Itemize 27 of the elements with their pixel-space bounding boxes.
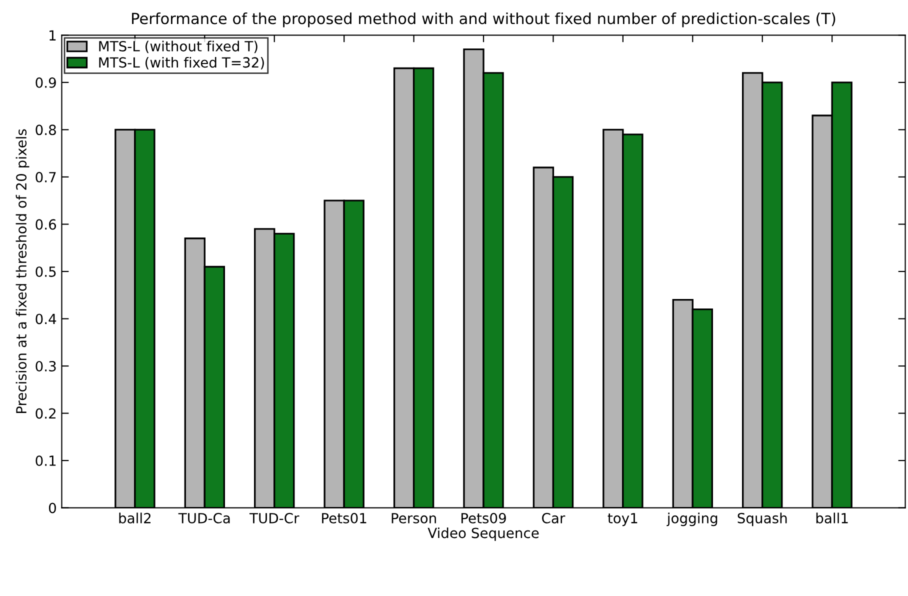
y-tick-label: 0.1	[36, 456, 56, 466]
y-tick-label: 0.9	[36, 77, 56, 88]
legend-label: MTS-L (without fixed T)	[99, 40, 258, 54]
chart-title: Performance of the proposed method with and without fixed number of prediction-scales (T)	[132, 12, 836, 28]
x-tick-label: Car	[542, 512, 566, 524]
y-tick-label: 0.2	[36, 408, 56, 419]
y-tick-label: 0.8	[36, 124, 56, 136]
y-tick-label: 0	[48, 502, 56, 514]
y-tick-label: 1	[50, 30, 56, 40]
x-axis-title: Video Sequence	[428, 527, 539, 541]
x-tick-label: Pets09	[461, 512, 506, 524]
x-tick-label: toy1	[608, 513, 638, 526]
legend-label: MTS-L (with fixed T=32)	[99, 56, 264, 70]
y-axis-title: Precision at a fixed threshold of 20 pixels	[16, 129, 30, 414]
x-tick-label: Person	[392, 513, 436, 524]
x-tick-label: TUD-Cr	[249, 512, 300, 524]
x-tick-label: Pets01	[322, 512, 366, 524]
x-tick-label: Squash	[738, 512, 787, 526]
x-tick-label: ball1	[816, 512, 848, 524]
x-tick-label: ball2	[119, 512, 150, 524]
y-tick-label: 0.4	[36, 314, 56, 324]
y-tick-label: 0.3	[36, 360, 56, 372]
y-tick-label: 0.6	[36, 219, 56, 230]
x-tick-label: jogging	[666, 512, 718, 526]
y-tick-label: 0.7	[36, 172, 56, 182]
x-tick-label: TUD-Ca	[178, 512, 230, 524]
y-tick-label: 0.5	[36, 266, 56, 277]
